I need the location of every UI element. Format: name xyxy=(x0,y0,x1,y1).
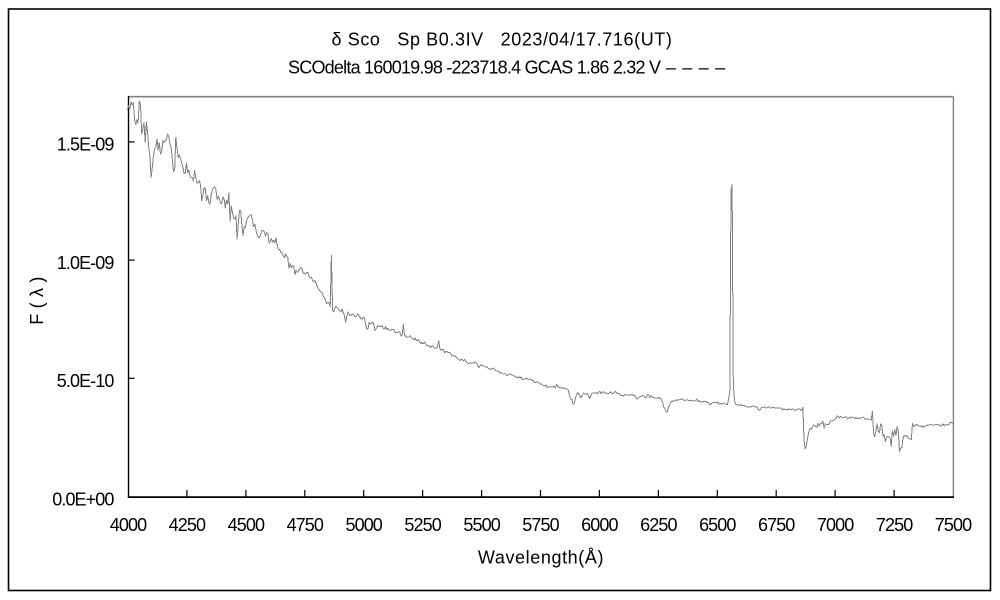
svg-text:5750: 5750 xyxy=(522,515,559,535)
svg-text:1.0E-09: 1.0E-09 xyxy=(57,253,115,273)
svg-text:δ Sco Sp B0.3IV 2023/04/17: δ Sco Sp B0.3IV 2023/04/17.716(UT) xyxy=(332,30,673,50)
svg-text:F(λ): F(λ) xyxy=(27,271,47,325)
svg-text:1.5E-09: 1.5E-09 xyxy=(57,135,115,155)
svg-text:6500: 6500 xyxy=(699,515,736,535)
svg-text:7000: 7000 xyxy=(817,515,854,535)
svg-text:4500: 4500 xyxy=(228,515,265,535)
svg-text:6750: 6750 xyxy=(758,515,795,535)
svg-text:5500: 5500 xyxy=(463,515,500,535)
svg-text:0.0E+00: 0.0E+00 xyxy=(52,489,114,509)
svg-text:5000: 5000 xyxy=(345,515,382,535)
svg-text:4250: 4250 xyxy=(169,515,206,535)
svg-text:7250: 7250 xyxy=(876,515,913,535)
svg-text:4000: 4000 xyxy=(110,515,147,535)
svg-text:7500: 7500 xyxy=(935,515,972,535)
svg-text:4750: 4750 xyxy=(287,515,324,535)
svg-text:SCOdelta 160019.98 -223718.4 G: SCOdelta 160019.98 -223718.4 GCAS 1.86 2… xyxy=(288,58,726,78)
svg-text:Wavelength(Å): Wavelength(Å) xyxy=(478,548,604,568)
svg-text:6000: 6000 xyxy=(581,515,618,535)
svg-text:5.0E-10: 5.0E-10 xyxy=(57,371,115,391)
svg-text:5250: 5250 xyxy=(404,515,441,535)
svg-text:6250: 6250 xyxy=(640,515,677,535)
